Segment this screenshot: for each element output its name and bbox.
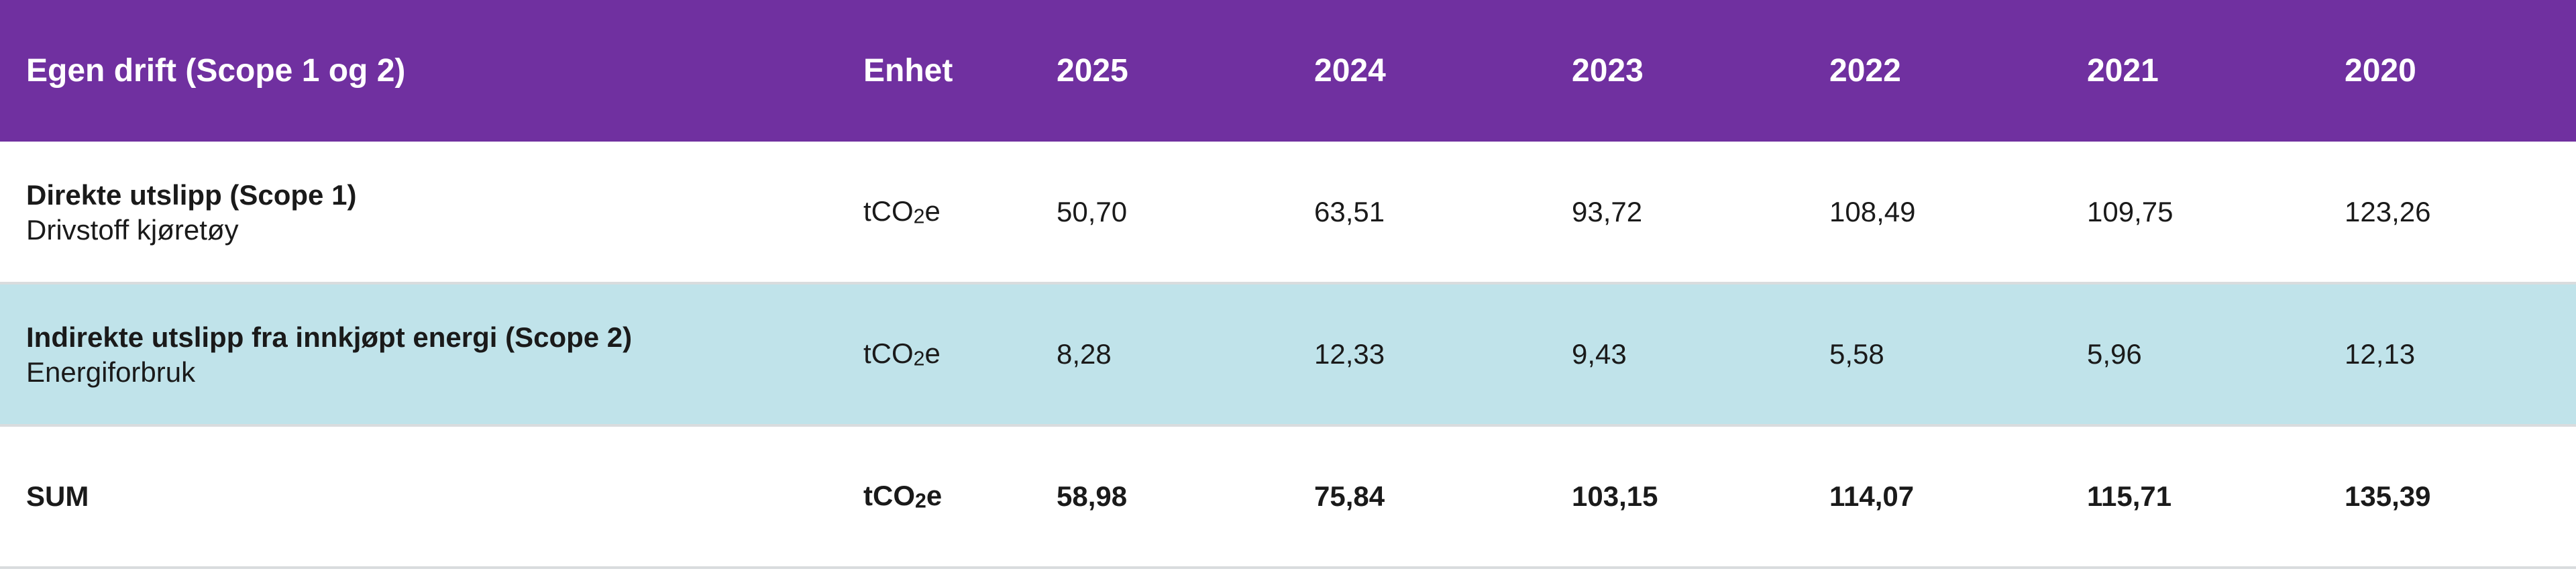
sum-value-cell: 75,84 [1288, 425, 1546, 569]
value-cell: 123,26 [2318, 142, 2576, 284]
row-label-cell: Direkte utslipp (Scope 1) Drivstoff kjør… [0, 142, 837, 284]
value-cell: 50,70 [1030, 142, 1288, 284]
unit-suffix: e [924, 195, 941, 227]
unit-subscript: 2 [913, 205, 925, 228]
value-cell: 12,13 [2318, 283, 2576, 427]
header-row: Egen drift (Scope 1 og 2) Enhet 2025 202… [0, 0, 2576, 142]
sum-label: SUM [0, 425, 837, 569]
value-cell: 109,75 [2061, 142, 2318, 284]
row-title: Indirekte utslipp fra innkjøpt energi (S… [26, 321, 633, 353]
sum-value-cell: 135,39 [2318, 425, 2576, 569]
header-year-2023: 2023 [1572, 53, 1644, 89]
header-year-2025: 2025 [1057, 53, 1128, 89]
row-unit: tCO2e [837, 283, 1030, 427]
header-label: Egen drift (Scope 1 og 2) [26, 53, 406, 89]
table-header: Egen drift (Scope 1 og 2) Enhet 2025 202… [0, 0, 2576, 142]
sum-value-cell: 103,15 [1546, 425, 1803, 569]
value-cell: 12,33 [1288, 283, 1546, 427]
value-cell: 63,51 [1288, 142, 1546, 284]
table-row-sum: SUM tCO2e 58,98 75,84 103,15 114,07 115,… [0, 425, 2576, 569]
unit-text: tCO [863, 195, 914, 227]
unit-subscript: 2 [915, 490, 926, 513]
header-year-2020: 2020 [2345, 53, 2416, 89]
row-label-cell: Indirekte utslipp fra innkjøpt energi (S… [0, 283, 837, 427]
sum-value-cell: 115,71 [2061, 425, 2318, 569]
unit-suffix: e [926, 480, 943, 512]
row-unit: tCO2e [837, 142, 1030, 284]
value-cell: 108,49 [1803, 142, 2061, 284]
row-subtitle: Drivstoff kjøretøy [26, 213, 239, 246]
unit-suffix: e [924, 337, 941, 370]
sum-value-cell: 114,07 [1803, 425, 2061, 569]
value-cell: 9,43 [1546, 283, 1803, 427]
table-body: Direkte utslipp (Scope 1) Drivstoff kjør… [0, 142, 2576, 569]
header-year-2022: 2022 [1829, 53, 1901, 89]
value-cell: 93,72 [1546, 142, 1803, 284]
value-cell: 5,96 [2061, 283, 2318, 427]
value-cell: 5,58 [1803, 283, 2061, 427]
row-title: Direkte utslipp (Scope 1) [26, 178, 357, 211]
header-year-2021: 2021 [2087, 53, 2159, 89]
header-unit: Enhet [863, 53, 953, 89]
header-year-2024: 2024 [1314, 53, 1386, 89]
value-cell: 8,28 [1030, 283, 1288, 427]
unit-subscript: 2 [913, 348, 925, 370]
row-unit: tCO2e [837, 425, 1030, 569]
sum-value-cell: 58,98 [1030, 425, 1288, 569]
table-row-scope1: Direkte utslipp (Scope 1) Drivstoff kjør… [0, 142, 2576, 284]
row-subtitle: Energiforbruk [26, 356, 196, 388]
table-row-scope2: Indirekte utslipp fra innkjøpt energi (S… [0, 283, 2576, 427]
unit-text: tCO [863, 480, 915, 512]
unit-text: tCO [863, 337, 914, 370]
